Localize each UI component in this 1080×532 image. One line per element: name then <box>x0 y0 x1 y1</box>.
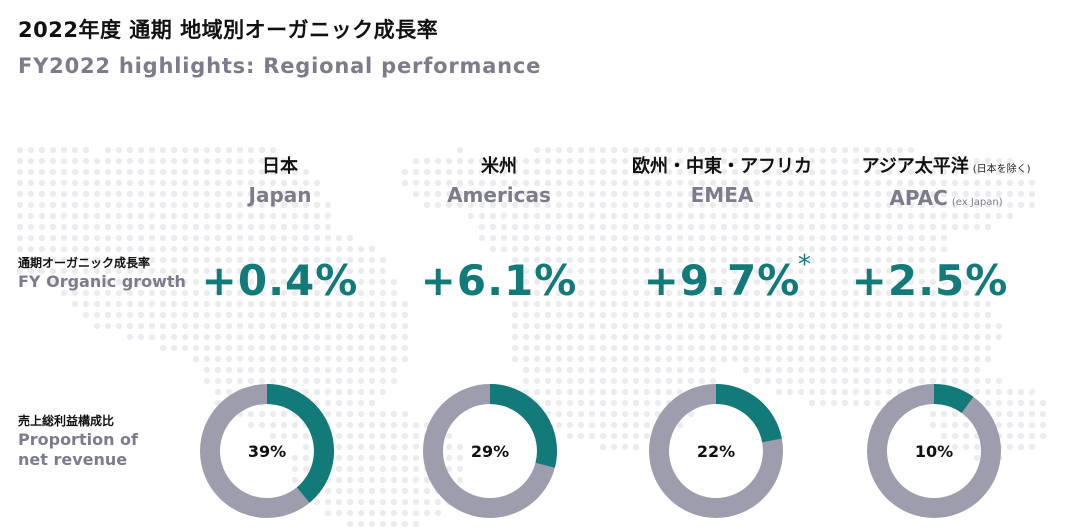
share-donut-apac: 10% <box>866 383 1002 519</box>
growth-label-en: FY Organic growth <box>18 272 186 291</box>
region-note-jp: (日本を除く) <box>972 164 1031 175</box>
region-name-jp: 米州 <box>481 156 517 177</box>
share-label: 39% <box>247 441 287 461</box>
growth-value-americas: +6.1% <box>420 256 578 305</box>
donut-ring <box>649 384 783 518</box>
page-title-jp: 2022年度 通期 地域別オーガニック成長率 <box>18 18 439 42</box>
region-name-jp: アジア太平洋 (日本を除く) <box>836 154 1056 183</box>
region-name-en: Japan <box>248 183 312 207</box>
region-name-jp: 欧州・中東・アフリカ <box>632 156 812 177</box>
donut-ring-share-arc <box>867 384 1001 518</box>
share-donut-japan: 39% <box>199 383 335 519</box>
donut-ring-share-arc <box>649 384 783 518</box>
share-label: 29% <box>470 441 510 461</box>
region-header-americas: 米州 Americas <box>389 154 609 210</box>
page-title-en: FY2022 highlights: Regional performance <box>18 54 542 78</box>
proportion-row-label: 売上総利益構成比 Proportion of net revenue <box>18 412 138 470</box>
region-name-en: EMEA <box>690 183 754 207</box>
donut-ring-share-arc <box>200 384 334 518</box>
region-note-en: (ex Japan) <box>951 197 1003 208</box>
region-name-en: Americas <box>447 183 551 207</box>
donut-ring <box>200 384 334 518</box>
donut-ring <box>423 384 557 518</box>
region-header-emea: 欧州・中東・アフリカ EMEA <box>612 154 832 210</box>
donut-ring-share-arc <box>423 384 557 518</box>
region-header-apac: アジア太平洋 (日本を除く) APAC (ex Japan) <box>836 154 1056 218</box>
growth-row-label: 通期オーガニック成長率 FY Organic growth <box>18 254 186 292</box>
region-name-jp: 日本 <box>262 156 298 177</box>
region-header-japan: 日本 Japan <box>170 154 390 210</box>
growth-value-apac: +2.5% <box>851 256 1009 305</box>
region-name-jp-text: アジア太平洋 <box>861 156 969 177</box>
share-label: 22% <box>696 441 736 461</box>
share-label: 10% <box>914 441 954 461</box>
donut-ring <box>867 384 1001 518</box>
region-name-en-text: APAC <box>889 186 948 210</box>
share-donut-americas: 29% <box>422 383 558 519</box>
growth-label-jp: 通期オーガニック成長率 <box>18 256 151 270</box>
proportion-label-en-line2: net revenue <box>18 450 128 469</box>
proportion-label-en-line1: Proportion of <box>18 430 138 449</box>
growth-asterisk-emea: * <box>798 250 811 280</box>
growth-value-japan: +0.4% <box>201 256 359 305</box>
share-donut-emea: 22% <box>648 383 784 519</box>
growth-value-emea: +9.7% <box>643 256 801 305</box>
region-name-en: APAC (ex Japan) <box>836 183 1056 218</box>
proportion-label-jp: 売上総利益構成比 <box>18 414 115 428</box>
